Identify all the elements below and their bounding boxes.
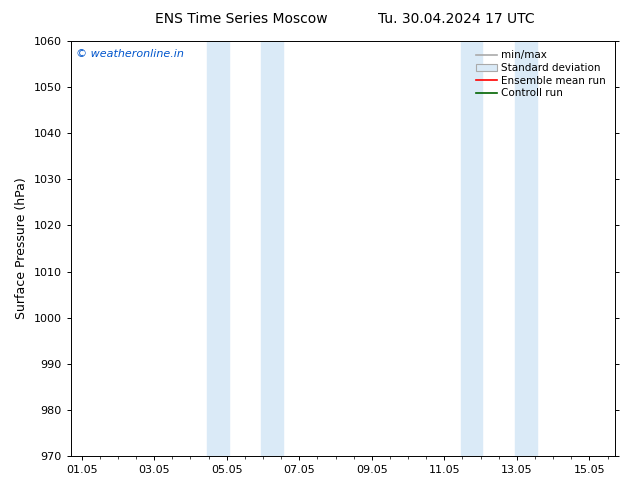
Y-axis label: Surface Pressure (hPa): Surface Pressure (hPa) [15, 178, 28, 319]
Text: © weatheronline.in: © weatheronline.in [76, 49, 184, 59]
Bar [207, 41, 228, 456]
Text: ENS Time Series Moscow: ENS Time Series Moscow [155, 12, 327, 26]
Bar [261, 41, 283, 456]
Bar [461, 41, 482, 456]
Bar [515, 41, 537, 456]
Legend: min/max, Standard deviation, Ensemble mean run, Controll run: min/max, Standard deviation, Ensemble me… [472, 46, 610, 102]
Text: Tu. 30.04.2024 17 UTC: Tu. 30.04.2024 17 UTC [378, 12, 535, 26]
